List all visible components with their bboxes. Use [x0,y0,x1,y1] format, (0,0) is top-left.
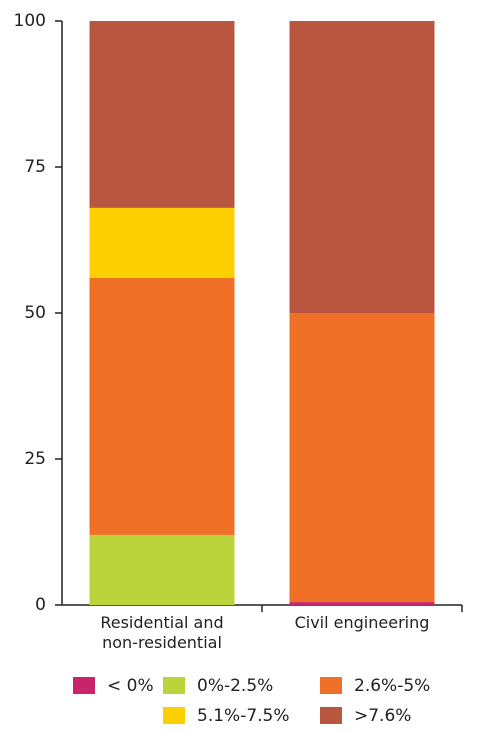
legend-label: < 0% [107,676,154,696]
legend-label: 0%-2.5% [197,676,273,696]
bar-segment [89,277,235,535]
legend-label: >7.6% [354,706,411,726]
bar-segment [89,534,235,605]
x-tick-label: Residential and non-residential [100,613,224,652]
y-tick-label: 50 [24,303,46,323]
y-tick-label: 25 [24,449,46,469]
y-tick-label: 100 [14,11,46,31]
legend-swatch [320,677,342,694]
bar-segment [289,21,435,313]
legend-label: 2.6%-5% [354,676,430,696]
bar-segment [89,207,235,278]
bar-segment [289,602,435,605]
bar-segment [89,21,235,208]
bar-segment [289,313,435,603]
legend-label: 5.1%-7.5% [197,706,290,726]
y-tick-label: 75 [24,157,46,177]
legend-swatch [163,707,185,724]
x-tick-label: Civil engineering [294,613,430,632]
y-tick-label: 0 [35,595,46,615]
legend-swatch [163,677,185,694]
legend-swatch [73,677,95,694]
legend-swatch [320,707,342,724]
